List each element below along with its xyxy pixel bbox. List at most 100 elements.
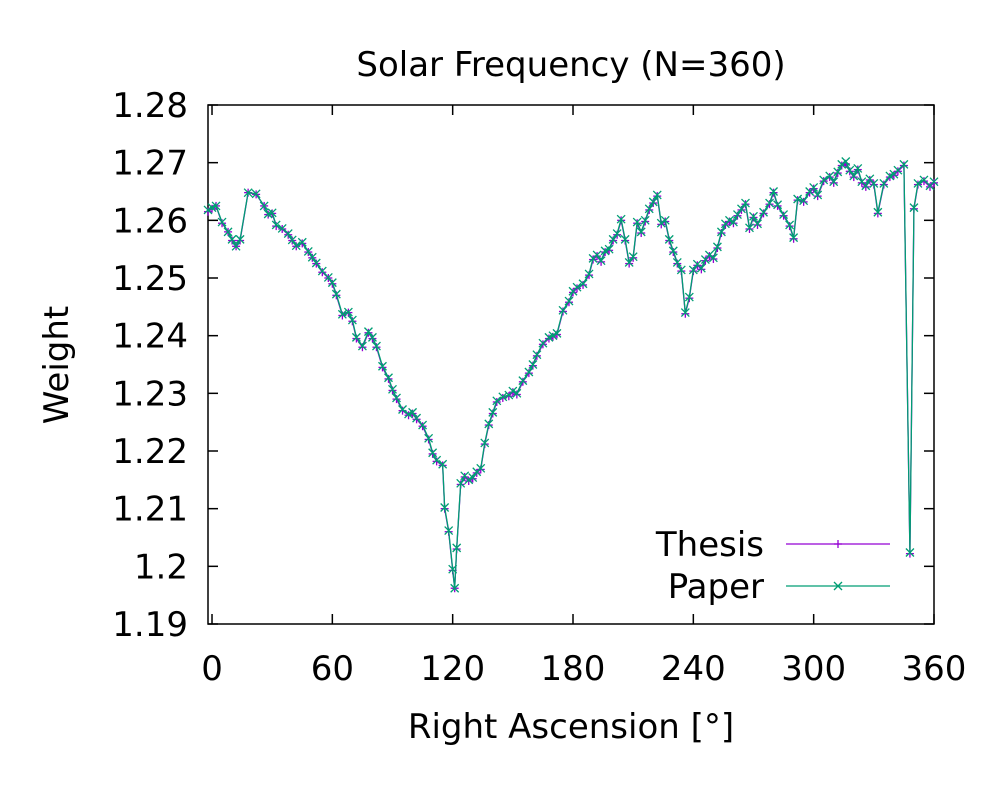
data-point-paper	[347, 315, 357, 325]
data-point-paper	[664, 234, 674, 244]
data-point-paper	[484, 419, 494, 429]
data-point-paper	[492, 396, 502, 406]
data-point-paper	[363, 327, 373, 337]
data-point-paper	[829, 177, 839, 187]
chart-title: Solar Frequency (N=360)	[356, 45, 785, 85]
x-tick-label: 360	[902, 649, 967, 689]
data-point-thesis	[861, 182, 870, 191]
data-point-paper	[418, 420, 428, 430]
data-point-paper	[424, 433, 434, 443]
data-point-paper	[548, 331, 558, 341]
data-point-paper	[528, 360, 538, 369]
data-point-paper	[861, 181, 871, 191]
data-point-paper	[809, 183, 819, 192]
data-point-thesis	[524, 369, 533, 378]
data-point-paper	[271, 220, 281, 230]
x-axis-label: Right Ascension [°]	[408, 707, 734, 747]
data-point-paper	[696, 263, 706, 273]
data-point-thesis	[204, 207, 212, 216]
data-point-paper	[837, 159, 847, 169]
data-point-paper	[652, 190, 662, 200]
data-point-paper	[592, 250, 602, 260]
data-point-paper	[620, 234, 630, 244]
legend-label-paper: Paper	[668, 567, 764, 607]
data-point-paper	[656, 218, 666, 228]
data-point-paper	[616, 214, 626, 224]
data-point-paper	[267, 208, 277, 218]
data-point-paper	[841, 157, 851, 166]
data-point-paper	[813, 190, 823, 200]
data-point-paper	[392, 393, 401, 403]
data-point-paper	[440, 503, 450, 512]
data-point-thesis	[729, 219, 738, 228]
data-point-paper	[833, 167, 843, 177]
data-point-paper	[789, 233, 799, 243]
data-point-paper	[728, 217, 738, 227]
data-point-paper	[799, 196, 809, 206]
series-paper	[203, 157, 939, 593]
data-point-paper	[552, 328, 562, 338]
data-point-paper	[596, 256, 606, 266]
legend-entry-paper: Paper	[668, 567, 890, 607]
data-point-paper	[869, 178, 879, 188]
data-point-paper	[235, 234, 245, 244]
data-point-paper	[745, 223, 754, 233]
data-point-paper	[524, 367, 534, 377]
data-point-paper	[628, 252, 638, 262]
data-point-paper	[749, 211, 758, 221]
legend-marker-paper	[833, 581, 843, 591]
data-point-paper	[688, 265, 698, 275]
data-point-paper	[759, 207, 768, 217]
data-point-paper	[331, 289, 341, 299]
data-point-paper	[243, 188, 253, 198]
data-point-paper	[291, 241, 301, 251]
data-point-paper	[307, 252, 317, 262]
legend-label-thesis: Thesis	[655, 525, 764, 565]
data-point-paper	[227, 234, 237, 244]
data-point-paper	[640, 215, 650, 225]
data-point-thesis	[849, 173, 858, 182]
data-point-paper	[357, 341, 367, 351]
data-point-paper	[825, 171, 835, 181]
data-point-thesis	[318, 268, 327, 277]
series-layer	[203, 157, 939, 593]
data-point-paper	[785, 220, 795, 230]
data-point-paper	[448, 564, 458, 574]
data-point-paper	[773, 200, 783, 210]
data-point-paper	[732, 210, 742, 220]
y-tick-label: 1.23	[112, 374, 188, 414]
data-point-paper	[779, 210, 789, 220]
data-point-paper	[367, 332, 377, 342]
data-point-paper	[508, 386, 518, 396]
data-point-thesis	[412, 415, 421, 424]
data-point-paper	[929, 177, 939, 187]
data-point-paper	[853, 163, 863, 173]
data-point-paper	[323, 272, 333, 282]
data-point-paper	[578, 279, 588, 289]
y-tick-label: 1.2	[134, 547, 188, 587]
data-point-paper	[251, 189, 261, 199]
y-tick-label: 1.19	[112, 605, 188, 645]
data-point-paper	[672, 257, 682, 267]
y-tick-label: 1.27	[112, 144, 188, 184]
data-point-paper	[480, 438, 490, 448]
data-point-paper	[684, 292, 694, 302]
data-point-paper	[384, 373, 393, 383]
x-tick-label: 60	[311, 649, 354, 689]
data-point-paper	[211, 201, 221, 211]
axis-ticks: 0 60 120 180 240 300 360 1.19 1.2 1.21 1.22 1.23 1.2…	[112, 86, 966, 689]
data-point-paper	[351, 332, 361, 342]
data-point-thesis	[925, 182, 934, 191]
y-tick-label: 1.25	[112, 259, 188, 299]
data-point-thesis	[472, 468, 481, 477]
data-point-thesis	[593, 252, 602, 261]
data-point-thesis	[737, 205, 746, 214]
data-point-paper	[873, 207, 883, 217]
data-point-paper	[464, 475, 474, 485]
data-point-paper	[769, 187, 779, 196]
data-point-paper	[716, 227, 726, 237]
data-point-paper	[343, 307, 353, 317]
x-tick-label: 180	[541, 649, 606, 689]
data-point-paper	[564, 296, 574, 306]
